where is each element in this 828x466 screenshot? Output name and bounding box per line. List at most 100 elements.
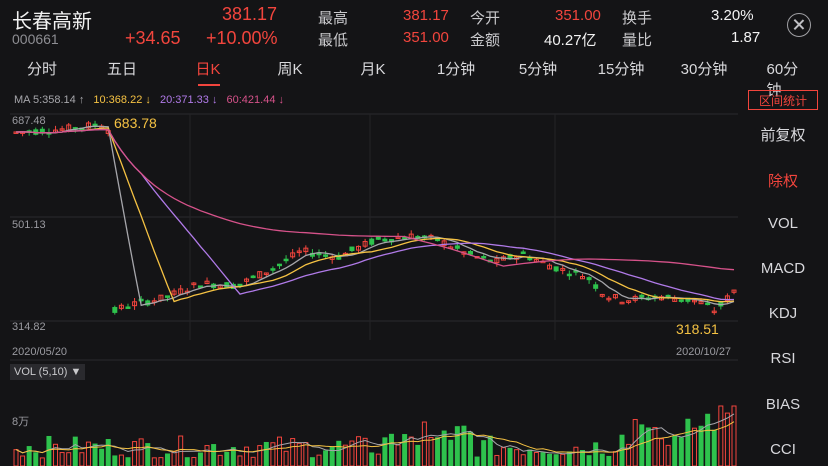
candle-body	[626, 300, 632, 303]
candle-body	[612, 294, 618, 299]
side-item-vol[interactable]: VOL	[767, 215, 798, 232]
candle-body	[132, 301, 138, 307]
volume-bar	[92, 443, 98, 466]
turnover-label: 换手	[622, 10, 653, 27]
volume-bars	[13, 405, 737, 466]
volume-bar	[507, 447, 513, 466]
candle-body	[191, 282, 197, 286]
tab-weekly-k[interactable]: 周K	[277, 61, 303, 78]
volume-bar	[586, 455, 592, 466]
volume-bar	[224, 451, 230, 466]
high-value: 381.17	[403, 7, 449, 24]
vol-indicator-selector[interactable]: VOL (5,10) ▼	[10, 364, 86, 380]
active-tab-indicator	[198, 84, 220, 86]
volume-bar	[309, 457, 315, 466]
candle-body	[303, 247, 309, 253]
volume-bar	[26, 446, 32, 466]
candle-body	[402, 236, 408, 240]
close-icon[interactable]	[787, 13, 811, 37]
candle-body	[197, 285, 203, 288]
volume-bar	[514, 449, 520, 466]
tab-15min[interactable]: 15分钟	[597, 61, 645, 78]
side-item-macd[interactable]: MACD	[760, 260, 806, 277]
candle-body	[290, 252, 296, 258]
volume-bar	[560, 453, 566, 466]
volume-bar	[553, 454, 559, 466]
candle-body	[520, 251, 526, 255]
candle-body	[217, 285, 223, 289]
candle-body	[579, 276, 585, 280]
candle-body	[356, 245, 362, 251]
volume-bar	[250, 456, 256, 466]
volume-bar	[520, 454, 526, 466]
volume-bar	[217, 454, 223, 466]
tab-intraday[interactable]: 分时	[26, 61, 58, 78]
tab-five-day[interactable]: 五日	[106, 61, 138, 78]
candle-body	[665, 294, 671, 298]
amount-value: 40.27亿	[544, 32, 597, 49]
volume-bar	[303, 442, 309, 466]
candle-body	[724, 295, 730, 302]
volume-bar	[540, 452, 546, 466]
candle-body	[138, 298, 144, 302]
volume-bar	[72, 436, 78, 466]
candle-body	[566, 273, 572, 277]
kline-chart[interactable]: 687.48 501.13 314.82 2020/05/20 2020/10/…	[0, 110, 738, 466]
tab-30min[interactable]: 30分钟	[680, 61, 728, 78]
candle-body	[619, 301, 625, 305]
volume-bar	[487, 435, 493, 466]
low-value: 351.00	[403, 29, 449, 46]
volume-bar	[382, 437, 388, 466]
price-change-pct: +10.00%	[206, 28, 278, 48]
candle-body	[560, 268, 566, 271]
volume-bar	[316, 454, 322, 466]
side-item-kdj[interactable]: KDJ	[768, 305, 798, 322]
candle-body	[705, 302, 711, 306]
volume-bar	[500, 447, 506, 466]
candle-body	[698, 301, 704, 305]
volume-bar	[645, 427, 651, 466]
side-item-cci[interactable]: CCI	[770, 441, 796, 458]
candle-body	[263, 272, 269, 275]
vol-ratio-value: 1.87	[731, 29, 761, 46]
tab-daily-k[interactable]: 日K	[195, 61, 221, 78]
candle-body	[711, 310, 717, 314]
side-item-forward-adjust[interactable]: 前复权	[760, 127, 806, 144]
volume-bar	[204, 445, 210, 466]
volume-bar	[698, 425, 704, 466]
volume-bar	[197, 452, 203, 466]
turnover-value: 3.20%	[711, 7, 754, 24]
volume-bar	[718, 405, 724, 466]
candle-body	[586, 277, 592, 281]
ma10-label: 10:368.22 ↓	[93, 94, 151, 106]
volume-bar	[547, 453, 553, 466]
side-item-bias[interactable]: BIAS	[765, 396, 801, 413]
vol-ratio-label: 量比	[622, 32, 653, 49]
volume-bar	[39, 457, 45, 466]
date-axis-end: 2020/10/27	[676, 346, 731, 358]
ma5-line	[15, 125, 735, 307]
volume-bar	[158, 457, 164, 466]
volume-bar	[99, 448, 105, 466]
volume-bar	[724, 412, 730, 466]
candle-body	[165, 295, 171, 298]
tab-1min[interactable]: 1分钟	[436, 61, 476, 78]
candle-body	[336, 254, 342, 260]
candle-body	[125, 306, 131, 309]
volume-bar	[237, 455, 243, 466]
side-item-ex-rights[interactable]: 除权	[767, 173, 798, 190]
volume-bar	[342, 444, 348, 466]
range-stats-button[interactable]: 区间统计	[748, 90, 818, 110]
volume-bar	[79, 452, 85, 466]
side-item-rsi[interactable]: RSI	[770, 350, 796, 367]
tab-monthly-k[interactable]: 月K	[360, 61, 386, 78]
candle-body	[369, 238, 375, 245]
volume-bar	[105, 438, 111, 466]
candle-body	[276, 263, 282, 267]
tab-5min[interactable]: 5分钟	[518, 61, 558, 78]
volume-bar	[184, 457, 190, 466]
volume-bar	[579, 450, 585, 466]
volume-bar	[435, 437, 441, 466]
volume-bar	[533, 451, 539, 466]
indicator-side-menu: 前复权 除权 VOL MACD KDJ RSI BIAS CCI	[738, 112, 828, 466]
